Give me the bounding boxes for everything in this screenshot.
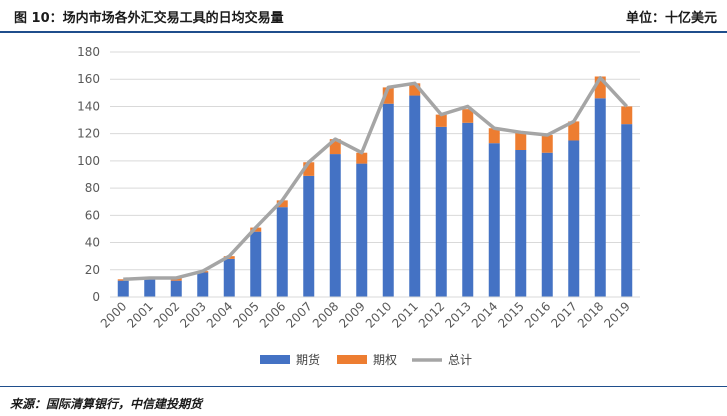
bars bbox=[117, 76, 633, 298]
x-tick-label: 2006 bbox=[257, 299, 288, 330]
legend-swatch-options bbox=[337, 355, 367, 364]
total-line-layer bbox=[123, 76, 629, 282]
x-tick-label: 2001 bbox=[124, 299, 155, 330]
bar-options bbox=[594, 76, 606, 99]
figure-title: 图 10：场内市场各外汇交易工具的日均交易量 bbox=[14, 11, 284, 26]
x-tick-label: 2013 bbox=[442, 299, 473, 330]
bar-options bbox=[462, 109, 474, 123]
x-axis: 2000200120022003200420052006200720082009… bbox=[98, 296, 640, 331]
y-tick-label: 180 bbox=[77, 45, 100, 59]
bar-futures bbox=[382, 103, 394, 297]
bar-options bbox=[488, 128, 500, 144]
x-tick-label: 2010 bbox=[363, 299, 394, 330]
legend: 期货 期权 总计 bbox=[260, 352, 472, 367]
x-tick-label: 2016 bbox=[522, 299, 553, 330]
y-tick-label: 100 bbox=[77, 154, 100, 168]
bar-options bbox=[568, 121, 580, 141]
top-rule bbox=[0, 31, 727, 33]
bar-futures bbox=[329, 154, 341, 297]
bar-futures bbox=[117, 280, 129, 297]
legend-swatch-futures bbox=[260, 355, 290, 364]
bar-options bbox=[409, 83, 421, 96]
x-tick-label: 2009 bbox=[336, 299, 367, 330]
bar-options bbox=[621, 106, 633, 125]
bar-options bbox=[515, 132, 527, 150]
x-tick-label: 2002 bbox=[151, 299, 182, 330]
gridlines bbox=[110, 51, 640, 298]
bar-futures bbox=[170, 280, 182, 297]
x-tick-label: 2003 bbox=[177, 299, 208, 330]
bar-options bbox=[329, 139, 341, 155]
y-tick-label: 80 bbox=[85, 181, 100, 195]
bar-futures bbox=[488, 143, 500, 297]
x-tick-label: 2014 bbox=[469, 299, 500, 330]
bar-options bbox=[356, 152, 368, 164]
bar-futures bbox=[356, 163, 368, 297]
x-tick-label: 2005 bbox=[230, 299, 261, 330]
y-tick-label: 120 bbox=[77, 127, 100, 141]
bar-futures bbox=[250, 231, 262, 297]
y-tick-label: 160 bbox=[77, 72, 100, 86]
bottom-rule bbox=[0, 386, 727, 387]
bar-futures bbox=[409, 95, 421, 297]
legend-label-total: 总计 bbox=[448, 353, 472, 367]
bar-futures bbox=[276, 207, 288, 297]
y-axis: 0 20 40 60 80 100 120 140 160 180 bbox=[77, 45, 100, 304]
bar-futures bbox=[144, 279, 156, 297]
bar-futures bbox=[621, 124, 633, 297]
x-tick-label: 2018 bbox=[575, 299, 606, 330]
x-tick-label: 2017 bbox=[548, 299, 579, 330]
x-tick-label: 2011 bbox=[389, 299, 420, 330]
total-line bbox=[123, 76, 629, 282]
bar-futures bbox=[435, 126, 447, 297]
legend-label-options: 期权 bbox=[373, 353, 397, 367]
y-tick-label: 20 bbox=[85, 263, 100, 277]
bar-futures bbox=[462, 122, 474, 298]
bar-options bbox=[435, 114, 447, 127]
bar-options bbox=[303, 162, 315, 176]
legend-label-futures: 期货 bbox=[296, 352, 320, 367]
bar-futures bbox=[303, 175, 315, 297]
y-tick-label: 60 bbox=[85, 208, 100, 222]
bar-futures bbox=[223, 258, 235, 297]
y-tick-label: 140 bbox=[77, 99, 100, 113]
x-tick-label: 2007 bbox=[283, 299, 314, 330]
unit-label: 单位：十亿美元 bbox=[625, 11, 717, 26]
x-tick-label: 2012 bbox=[416, 299, 447, 330]
figure-header: 图 10：场内市场各外汇交易工具的日均交易量 单位：十亿美元 bbox=[0, 0, 727, 30]
x-tick-label: 2015 bbox=[495, 299, 526, 330]
bar-options bbox=[276, 200, 288, 208]
x-tick-label: 2004 bbox=[204, 299, 235, 330]
source-note: 来源：国际清算银行，中信建投期货 bbox=[10, 397, 203, 411]
x-tick-label: 2019 bbox=[601, 299, 632, 330]
bar-futures bbox=[594, 98, 606, 298]
bar-futures bbox=[515, 150, 527, 297]
bar-futures bbox=[197, 272, 209, 297]
bar-futures bbox=[568, 140, 580, 297]
x-tick-label: 2000 bbox=[98, 299, 129, 330]
x-tick-label: 2008 bbox=[310, 299, 341, 330]
bar-options bbox=[382, 87, 394, 104]
y-tick-label: 0 bbox=[92, 290, 100, 304]
y-tick-label: 40 bbox=[85, 236, 100, 250]
bar-options bbox=[117, 279, 129, 281]
bar-options bbox=[541, 135, 553, 153]
bar-futures bbox=[541, 152, 553, 297]
